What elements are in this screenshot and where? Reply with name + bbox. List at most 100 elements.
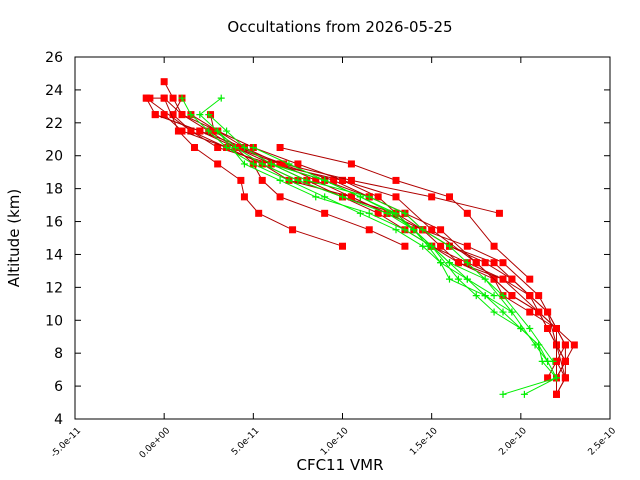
data-point [223,144,231,151]
data-point [174,127,182,135]
data-point [276,176,284,184]
data-point [232,144,239,151]
profile-series [207,111,503,217]
data-point [495,209,503,217]
data-point [553,357,560,365]
data-point [196,111,204,119]
profile-line [163,114,566,379]
data-point [535,292,543,300]
data-point [437,242,445,250]
profile-series [169,94,569,398]
data-point [508,292,516,300]
data-point [214,127,222,135]
data-point [526,292,534,300]
data-point [187,127,195,135]
data-point [544,308,552,316]
data-point [472,259,480,267]
x-tick-label: 2.5e-10 [587,426,619,458]
data-point [463,242,471,250]
data-point [508,275,516,283]
y-tick-label: 6 [54,379,63,395]
data-point [374,193,382,201]
data-point [258,160,266,168]
profile-series [146,94,346,250]
profile-series [151,111,569,382]
data-point [392,193,400,201]
chart-title: Occultations from 2026-05-25 [227,18,452,36]
profile-line [155,114,566,379]
data-point [276,144,284,151]
data-point [490,242,498,250]
data-point [472,292,480,300]
data-point [499,275,507,283]
y-tick-label: 14 [45,247,63,263]
data-point [401,209,409,217]
y-tick-label: 26 [45,50,63,66]
data-point [499,308,507,316]
data-point [446,193,453,201]
data-point [205,127,213,135]
data-point [258,176,266,184]
axis-layer: 4 6 8 10 12 14 16 18 20 22 24 26 -5.0e-11 0.0e+00 5.0e… [45,50,618,461]
data-point [160,78,168,86]
profile-line [149,97,343,247]
data-point [237,176,245,184]
data-point [499,259,507,267]
data-point [146,94,154,102]
data-point [549,357,557,365]
data-point [526,275,534,283]
data-point [544,325,552,332]
profile-series [142,94,578,382]
x-tick-label: 1.5e-10 [408,426,440,458]
data-point [178,127,186,135]
data-point [392,176,400,184]
data-point [223,127,231,135]
data-point [365,226,373,234]
profile-series [160,111,569,382]
data-point [446,259,453,267]
data-point [169,111,177,119]
profile-series [160,78,569,382]
data-point [410,226,418,234]
data-point [401,242,409,250]
data-point [210,127,218,135]
data-point [365,209,373,217]
data-point [151,111,159,119]
data-point [508,308,516,316]
data-point [374,209,382,217]
y-tick-label: 18 [45,182,63,198]
data-point [401,226,409,234]
data-point [160,94,168,102]
data-point [454,275,462,283]
data-point [285,176,293,184]
profile-series [267,160,498,300]
data-point [347,176,355,184]
data-point [294,160,302,168]
x-tick-label: 2.0e-10 [497,426,529,458]
y-tick-label: 10 [45,313,63,329]
data-point [446,242,453,250]
data-point [339,193,346,201]
data-point [235,144,243,151]
y-tick-label: 12 [45,280,63,296]
data-point [178,111,186,119]
data-point [276,160,284,168]
data-point [276,193,284,201]
data-point [347,193,355,201]
data-point [392,209,400,217]
data-point [169,94,177,102]
profile-series [142,94,560,382]
data-point [490,308,498,316]
data-point [481,292,489,300]
data-point [437,226,445,234]
data-point [339,242,346,250]
data-point [249,144,257,151]
data-point [561,357,569,365]
data-point [347,160,355,168]
data-point [553,374,560,382]
data-layer [142,78,578,398]
data-point [280,160,288,168]
data-point [255,209,263,217]
profile-line [217,130,548,362]
data-point [544,374,552,382]
